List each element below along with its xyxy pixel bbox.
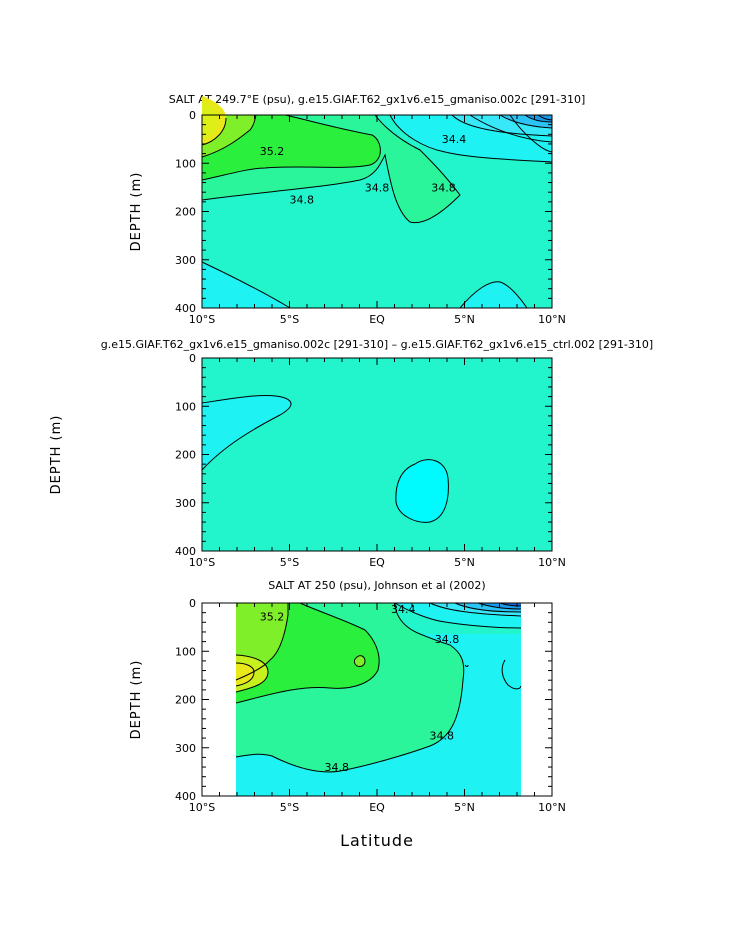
y-tick-label: 300: [175, 497, 196, 510]
contour-label: 34.8: [435, 633, 460, 646]
contour-label: 34.8: [431, 181, 456, 194]
contour-label: 34.8: [325, 761, 350, 774]
panel-difference: g.e15.GIAF.T62_gx1v6.e15_gmaniso.002c [2…: [49, 338, 653, 569]
contour-label: 35.2: [260, 611, 285, 624]
y-tick-label: 0: [189, 597, 196, 610]
contour-label: 35.2: [260, 145, 285, 158]
y-axis-label: DEPTH (m): [49, 415, 64, 495]
y-tick-label: 100: [175, 400, 196, 413]
contour-labels: 35.2 34.8 34.8 34.8 34.4: [260, 133, 467, 206]
axes: 10°S 5°S EQ 5°N 10°N 0 100 200 300 400 DEPTH (m): [129, 109, 566, 326]
y-tick-label: 400: [175, 545, 196, 558]
x-tick-label: 5°N: [454, 801, 475, 814]
panel-model-salinity: SALT AT 249.7°E (psu), g.e15.GIAF.T62_gx…: [129, 93, 585, 326]
panel-title: SALT AT 249.7°E (psu), g.e15.GIAF.T62_gx…: [169, 93, 586, 106]
contour-fill-layer: [202, 358, 552, 551]
panel-title: SALT AT 250 (psu), Johnson et al (2002): [268, 579, 485, 592]
y-axis-label: DEPTH (m): [129, 172, 144, 252]
y-tick-label: 300: [175, 254, 196, 267]
x-tick-label: 5°N: [454, 313, 475, 326]
y-axis-label: DEPTH (m): [129, 660, 144, 740]
y-tick-label: 100: [175, 157, 196, 170]
x-tick-label: EQ: [369, 313, 385, 326]
x-tick-label: 10°S: [189, 556, 215, 569]
contour-label: 34.4: [391, 603, 416, 616]
contour-line-layer: [201, 394, 449, 523]
x-tick-label: EQ: [369, 801, 385, 814]
x-tick-label: 10°S: [189, 313, 215, 326]
y-tick-label: 0: [189, 109, 196, 122]
x-tick-label: 10°N: [538, 801, 566, 814]
x-tick-label: EQ: [369, 556, 385, 569]
x-tick-label: 10°N: [538, 556, 566, 569]
contour-labels: 35.2 34.4 34.8 34.8 34.8: [260, 603, 460, 774]
x-tick-label: 5°N: [454, 556, 475, 569]
y-tick-label: 400: [175, 790, 196, 803]
panel-title: g.e15.GIAF.T62_gx1v6.e15_gmaniso.002c [2…: [101, 338, 653, 351]
axes: 10°S 5°S EQ 5°N 10°N 0 100 200 300 400 DEPTH (m): [129, 597, 566, 814]
y-tick-label: 100: [175, 645, 196, 658]
x-tick-label: 5°S: [280, 313, 299, 326]
y-tick-label: 0: [189, 352, 196, 365]
contour-fill-layer: [202, 603, 552, 796]
y-tick-label: 400: [175, 302, 196, 315]
x-tick-label: 5°S: [280, 801, 299, 814]
x-axis-label: Latitude: [340, 831, 414, 850]
contour-line-layer: [201, 114, 553, 309]
y-tick-label: 300: [175, 742, 196, 755]
x-tick-label: 5°S: [280, 556, 299, 569]
y-tick-label: 200: [175, 694, 196, 707]
x-tick-label: 10°S: [189, 801, 215, 814]
contour-label: 34.8: [430, 730, 455, 743]
contour-line-layer: [235, 602, 522, 773]
y-tick-label: 200: [175, 449, 196, 462]
contour-label: 34.4: [442, 133, 467, 146]
contour-fill-layer: [202, 96, 552, 308]
axes: 10°S 5°S EQ 5°N 10°N 0 100 200 300 400 DEPTH (m): [49, 352, 566, 569]
panel-observed-salinity: SALT AT 250 (psu), Johnson et al (2002): [129, 579, 566, 850]
contour-label: 34.8: [290, 193, 315, 206]
x-tick-label: 10°N: [538, 313, 566, 326]
contour-label: 34.8: [365, 181, 390, 194]
y-tick-label: 200: [175, 206, 196, 219]
